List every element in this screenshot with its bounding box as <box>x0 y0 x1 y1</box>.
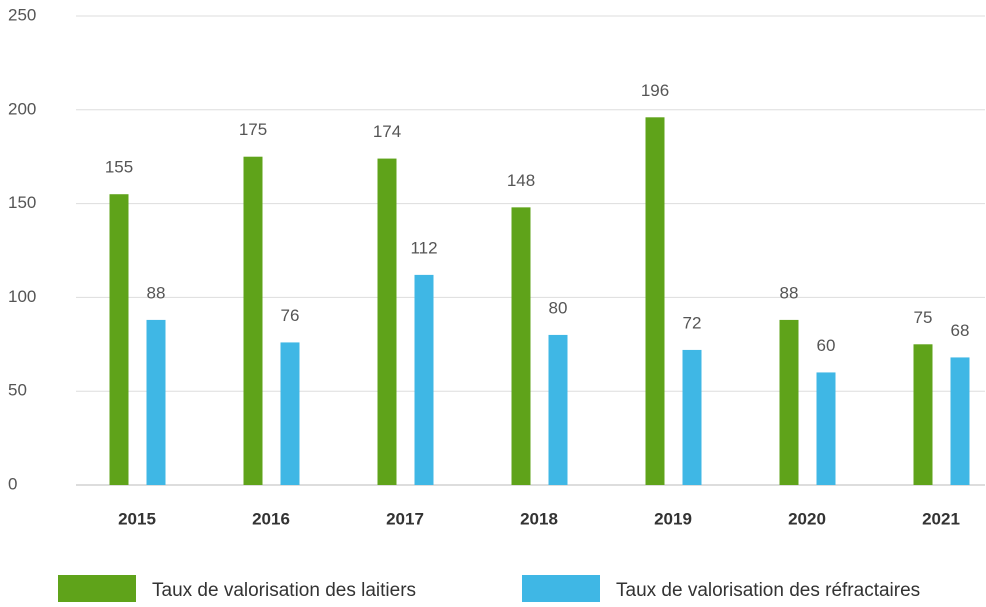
legend-label: Taux de valorisation des réfractaires <box>616 580 920 601</box>
bar <box>950 357 970 485</box>
value-label: 88 <box>147 283 166 302</box>
x-tick-label: 2018 <box>520 509 558 528</box>
x-tick-label: 2017 <box>386 509 424 528</box>
y-tick-label: 100 <box>8 287 36 306</box>
value-label: 72 <box>683 313 702 332</box>
y-tick-label: 50 <box>8 381 27 400</box>
value-label: 174 <box>373 122 401 141</box>
bar <box>816 372 836 485</box>
legend-swatch <box>58 575 136 602</box>
value-label: 60 <box>817 336 836 355</box>
value-label: 75 <box>914 308 933 327</box>
x-tick-label: 2015 <box>118 509 156 528</box>
legend-swatch <box>522 575 600 602</box>
value-label: 112 <box>410 238 437 257</box>
x-tick-label: 2020 <box>788 509 826 528</box>
y-tick-label: 200 <box>8 99 36 118</box>
value-label: 80 <box>549 298 568 317</box>
value-label: 76 <box>281 306 300 325</box>
x-tick-label: 2021 <box>922 509 960 528</box>
y-tick-label: 250 <box>8 5 36 24</box>
value-label: 68 <box>951 321 970 340</box>
x-tick-label: 2016 <box>252 509 290 528</box>
bar <box>280 342 300 485</box>
bar <box>109 194 129 485</box>
x-tick-label: 2019 <box>654 509 692 528</box>
bar <box>645 117 665 485</box>
legend-label: Taux de valorisation des laitiers <box>152 580 416 601</box>
value-label: 196 <box>641 81 669 100</box>
value-label: 88 <box>780 283 799 302</box>
value-label: 148 <box>507 171 535 190</box>
bar <box>779 319 799 485</box>
bar <box>913 344 933 485</box>
bar <box>243 156 263 485</box>
value-label: 175 <box>239 120 267 139</box>
bar <box>146 319 166 485</box>
bar <box>414 274 434 485</box>
y-tick-label: 0 <box>8 474 17 493</box>
bar <box>377 158 397 486</box>
bar <box>682 349 702 485</box>
bar <box>511 207 531 486</box>
bar <box>548 334 568 485</box>
y-tick-label: 150 <box>8 193 36 212</box>
value-label: 155 <box>105 158 133 177</box>
